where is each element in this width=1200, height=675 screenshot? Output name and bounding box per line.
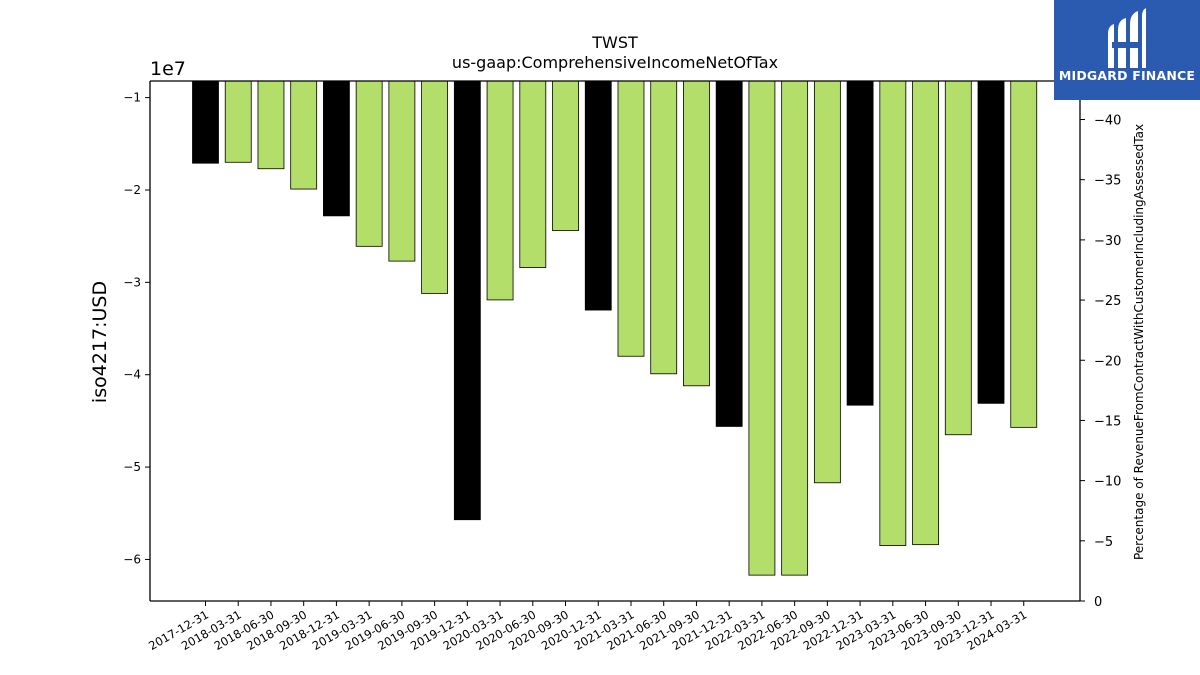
chart-subtitle: us-gaap:ComprehensiveIncomeNetOfTax [452, 53, 778, 72]
y-tick-label: −6 [123, 552, 141, 566]
bar-2019-09-30 [421, 80, 449, 294]
bar-2021-09-30 [683, 80, 710, 387]
y-tick-label: −4 [123, 368, 141, 382]
bar-2018-12-31 [323, 80, 350, 217]
logo-mark-icon [1108, 8, 1146, 68]
bar-2021-03-31 [617, 80, 645, 357]
bar-2020-03-31 [486, 80, 514, 301]
y-tick-label: −5 [123, 460, 141, 474]
bar-2020-06-30 [519, 80, 547, 268]
bar-2020-12-31 [584, 80, 612, 311]
y2-tick-label: −25 [1094, 294, 1121, 309]
bar-2021-12-31 [715, 80, 743, 427]
bar-2017-12-31 [192, 80, 219, 164]
bar-2020-09-30 [552, 80, 579, 232]
bars-group [192, 80, 1038, 576]
bar-2022-06-30 [781, 80, 809, 576]
y-axis-label: iso4217:USD [89, 281, 111, 403]
bar-2023-03-31 [879, 80, 907, 546]
bar-2024-03-31 [1010, 80, 1038, 428]
bar-2022-09-30 [813, 80, 841, 484]
bar-2018-09-30 [290, 80, 318, 190]
y2-tick-label: −10 [1094, 475, 1121, 490]
bar-2022-12-31 [846, 80, 874, 406]
bar-2021-06-30 [650, 80, 678, 375]
y-tick-label: −1 [123, 91, 141, 105]
bar-2023-06-30 [912, 80, 939, 546]
y2-tick-label: −40 [1094, 114, 1121, 129]
logo-name: MIDGARD FINANCE [1058, 68, 1196, 83]
logo: MIDGARD FINANCE [1054, 0, 1200, 100]
bar-2019-03-31 [355, 80, 383, 247]
chart-title: TWST [591, 33, 638, 52]
y-offset-label: 1e7 [150, 58, 186, 80]
y2-tick-label: −35 [1094, 174, 1121, 189]
bar-2023-09-30 [944, 80, 972, 436]
bar-2018-06-30 [257, 80, 285, 170]
y2-tick-label: 0 [1094, 595, 1102, 610]
bar-2019-12-31 [453, 80, 481, 521]
y2-tick-label: −15 [1094, 414, 1121, 429]
y2-tick-label: −5 [1094, 535, 1113, 550]
y2-tick-label: −30 [1094, 234, 1121, 249]
y-tick-label: −3 [123, 275, 141, 289]
bar-2023-12-31 [977, 80, 1005, 404]
bar-2022-03-31 [748, 80, 776, 576]
bar-2018-03-31 [224, 80, 252, 163]
y2-axis-label: Percentage of RevenueFromContractWithCus… [1132, 124, 1146, 560]
y2-tick-label: −20 [1094, 354, 1121, 369]
bar-2019-06-30 [388, 80, 416, 262]
y-tick-label: −2 [123, 183, 141, 197]
